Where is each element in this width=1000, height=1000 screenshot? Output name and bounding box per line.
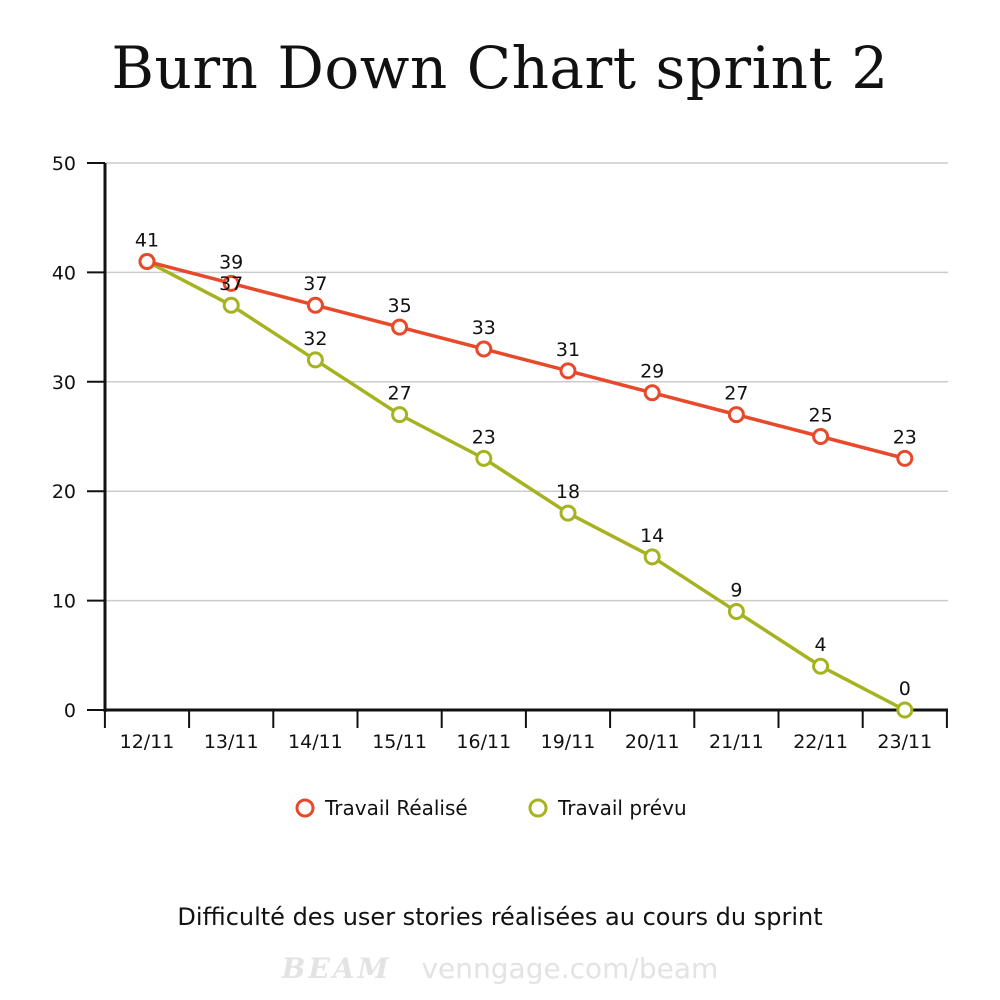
data-label-realise: 23 <box>893 426 917 448</box>
y-tick-label: 30 <box>52 372 76 394</box>
y-tick-label: 40 <box>52 262 76 284</box>
data-point-realise <box>138 252 156 270</box>
data-point-prevu <box>727 603 745 621</box>
data-label-prevu: 23 <box>472 426 496 448</box>
data-label-realise: 25 <box>809 405 833 427</box>
data-point-prevu <box>643 548 661 566</box>
brand-logo: BEAM <box>281 952 392 985</box>
data-point-realise <box>812 428 830 445</box>
data-label-prevu: 9 <box>730 580 742 602</box>
data-point-prevu <box>896 701 914 719</box>
legend-label-prevu: Travail prévu <box>557 796 687 820</box>
legend: Travail Réalisé Travail prévu <box>295 796 687 820</box>
y-tick-label: 50 <box>52 153 76 175</box>
data-label-realise: 39 <box>219 251 243 273</box>
data-point-realise <box>559 362 577 380</box>
footer-url: venngage.com/beam <box>421 952 719 985</box>
data-label-prevu: 32 <box>303 328 327 350</box>
data-point-realise <box>391 318 409 336</box>
footer-watermark: BEAM venngage.com/beam <box>0 952 1000 985</box>
data-point-prevu <box>222 296 240 314</box>
data-point-realise <box>643 384 661 402</box>
data-label-realise: 29 <box>640 361 664 383</box>
legend-marker-prevu <box>528 798 548 818</box>
data-point-prevu <box>306 351 324 369</box>
data-point-prevu <box>391 406 409 424</box>
data-point-realise <box>475 340 493 358</box>
grid-lines <box>105 162 948 602</box>
y-tick-label: 20 <box>52 481 76 503</box>
x-tick-label: 14/11 <box>288 731 343 753</box>
series-line-realise <box>146 259 906 461</box>
x-tick-label: 21/11 <box>709 731 764 753</box>
data-label-prevu: 41 <box>135 229 159 251</box>
series-line-prevu <box>146 259 906 712</box>
data-point-prevu <box>475 449 493 467</box>
data-label-realise: 37 <box>303 273 327 295</box>
data-label-realise: 35 <box>388 295 412 317</box>
data-point-realise <box>896 449 914 467</box>
data-label-realise: 27 <box>724 383 748 405</box>
data-label-prevu: 18 <box>556 481 580 503</box>
data-label-prevu: 0 <box>899 678 911 700</box>
legend-marker-realise <box>295 798 315 818</box>
legend-label-realise: Travail Réalisé <box>324 796 468 820</box>
chart-title: Burn Down Chart sprint 2 <box>111 34 889 102</box>
data-label-realise: 33 <box>472 317 496 339</box>
data-point-prevu <box>559 504 577 522</box>
x-tick-label: 15/11 <box>372 731 427 753</box>
data-label-prevu: 37 <box>219 273 243 295</box>
x-tick-label: 22/11 <box>793 731 848 753</box>
y-tick-label: 0 <box>64 700 76 722</box>
data-label-prevu: 14 <box>640 525 664 547</box>
y-tick-label: 10 <box>52 591 76 613</box>
x-tick-label: 19/11 <box>541 731 596 753</box>
x-tick-label: 16/11 <box>456 731 511 753</box>
series-lines <box>138 252 914 719</box>
x-tick-label: 13/11 <box>204 731 259 753</box>
chart-caption: Difficulté des user stories réalisées au… <box>177 903 823 931</box>
x-tick-label: 23/11 <box>877 731 932 753</box>
data-label-realise: 31 <box>556 339 580 361</box>
x-tick-label: 20/11 <box>625 731 680 753</box>
x-tick-label: 12/11 <box>120 731 175 753</box>
data-point-prevu <box>812 657 830 675</box>
data-label-prevu: 27 <box>388 383 412 405</box>
data-point-realise <box>222 274 240 292</box>
data-point-realise <box>306 296 324 314</box>
data-point-realise <box>727 406 745 424</box>
data-label-prevu: 4 <box>815 634 827 656</box>
